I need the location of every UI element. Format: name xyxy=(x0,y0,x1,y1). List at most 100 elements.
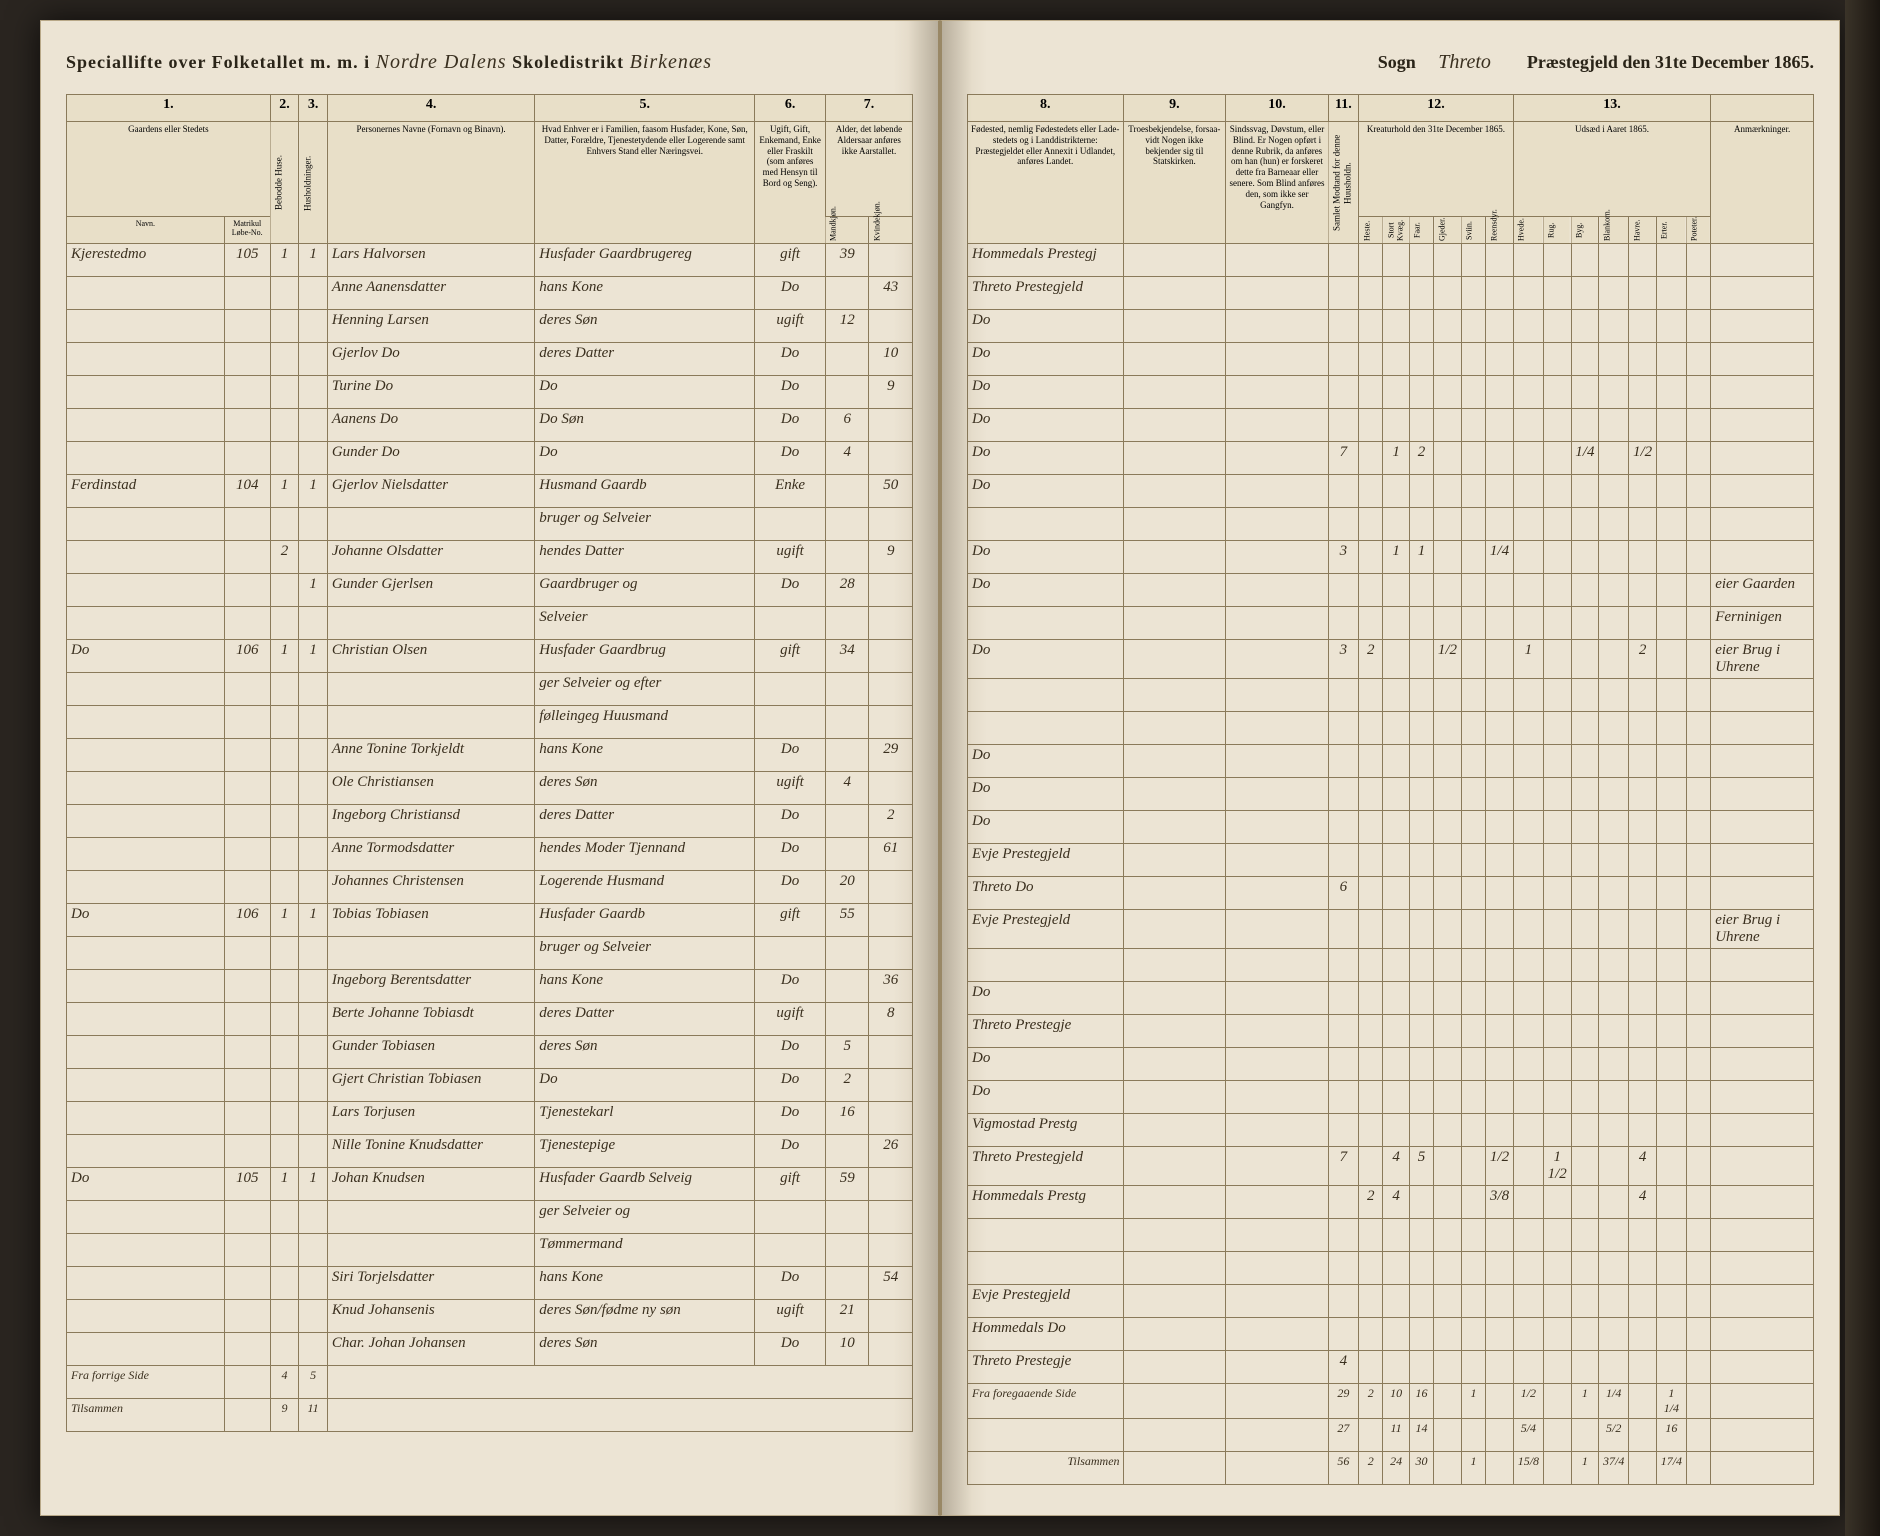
col-3: 3. xyxy=(299,95,328,122)
table-row: Do10611Tobias TobiasenHusfader Gaardbgif… xyxy=(67,904,913,937)
table-row: ger Selveier og xyxy=(67,1201,913,1234)
head-8: Fødested, nemlig Fødestedets eller Lade-… xyxy=(968,122,1124,244)
tot-prev-1: 5 xyxy=(299,1366,328,1399)
table-row: Threto Prestegjeld7451/21 1/24 xyxy=(968,1147,1814,1186)
table-row: Kjerestedmo10511Lars HalvorsenHusfader G… xyxy=(67,244,913,277)
table-row: Do10511Johan KnudsenHusfader Gaardb Selv… xyxy=(67,1168,913,1201)
header-right: Sogn Threto Præstegjeld den 31te Decembe… xyxy=(967,51,1814,74)
book-binding xyxy=(1845,0,1880,1536)
col-11: 11. xyxy=(1328,95,1358,122)
table-row: Hommedals Prestg243/84 xyxy=(968,1186,1814,1219)
table-row: bruger og Selveier xyxy=(67,937,913,970)
h12a: Heste. xyxy=(1359,217,1383,244)
head-11: Samlet Modtand for denne Huusholdn. xyxy=(1328,122,1358,244)
table-row: Lars TorjusenTjenestekarlDo16 xyxy=(67,1102,913,1135)
table-row: Gunder DoDoDo4 xyxy=(67,442,913,475)
table-row: Tømmermand xyxy=(67,1234,913,1267)
tot-r-label2: Tilsammen xyxy=(968,1452,1124,1485)
head-10: Sindssvag, Døvstum, eller Blind. Er Noge… xyxy=(1226,122,1329,244)
table-row: Evje Prestegjeldeier Brug i Uhrene xyxy=(968,910,1814,949)
table-row: 1Gunder GjerlsenGaardbruger ogDo28 xyxy=(67,574,913,607)
head-1a: Navn. xyxy=(67,217,225,244)
header-district: Nordre Dalens xyxy=(376,51,507,73)
h13d: Blankorn. xyxy=(1599,217,1629,244)
header-print-1: Speciallifte over Folketallet m. m. i xyxy=(66,52,370,72)
table-row: Do xyxy=(968,1048,1814,1081)
table-row: Do7121/41/2 xyxy=(968,442,1814,475)
head-12: Kreaturhold den 31te December 1865. xyxy=(1359,122,1514,217)
tot-prev-0: 4 xyxy=(270,1366,299,1399)
table-row: Do xyxy=(968,745,1814,778)
table-row: Aanens DoDo SønDo6 xyxy=(67,409,913,442)
table-row: Threto Prestegjeld xyxy=(968,277,1814,310)
table-row: Nille Tonine KnudsdatterTjenestepigeDo26 xyxy=(67,1135,913,1168)
table-row xyxy=(968,679,1814,712)
table-row: Evje Prestegjeld xyxy=(968,844,1814,877)
table-row: Siri Torjelsdatterhans KoneDo54 xyxy=(67,1267,913,1300)
table-row: følleingeg Huusmand xyxy=(67,706,913,739)
head-1b: Matrikul Løbe-No. xyxy=(224,217,270,244)
table-row: Do xyxy=(968,982,1814,1015)
head-3: Husholdninger. xyxy=(299,122,328,244)
table-row: Ingeborg Berentsdatterhans KoneDo36 xyxy=(67,970,913,1003)
table-row: Char. Johan Johansenderes SønDo10 xyxy=(67,1333,913,1366)
table-row: Hommedals Prestegj xyxy=(968,244,1814,277)
head-13: Udsæd i Aaret 1865. xyxy=(1513,122,1710,217)
table-row xyxy=(968,1219,1814,1252)
table-row: Do xyxy=(968,310,1814,343)
table-row xyxy=(968,949,1814,982)
col-7: 7. xyxy=(825,95,912,122)
h13e: Havre. xyxy=(1629,217,1657,244)
table-row: Do321/212eier Brug i Uhrene xyxy=(968,640,1814,679)
table-row: Do xyxy=(968,343,1814,376)
header-parish2: Threto xyxy=(1438,51,1491,73)
table-row: Ole Christiansenderes Sønugift4 xyxy=(67,772,913,805)
table-row: Knud Johansenisderes Søn/fødme ny sønugi… xyxy=(67,1300,913,1333)
head-7a: Mandkjøn. xyxy=(825,217,868,244)
table-row: Do xyxy=(968,811,1814,844)
col-1: 1. xyxy=(67,95,271,122)
table-row: Do xyxy=(968,1081,1814,1114)
right-page: Sogn Threto Præstegjeld den 31te Decembe… xyxy=(940,20,1840,1516)
table-row: Gjerlov Doderes DatterDo10 xyxy=(67,343,913,376)
header-date: Præstegjeld den 31te December 1865. xyxy=(1527,52,1814,72)
header-print-2: Skoledistrikt xyxy=(512,52,624,72)
col-9: 9. xyxy=(1123,95,1226,122)
col-5: 5. xyxy=(535,95,755,122)
table-row: Do xyxy=(968,475,1814,508)
table-row: Ingeborg Christiansdderes DatterDo2 xyxy=(67,805,913,838)
table-row: Gunder Tobiasenderes SønDo5 xyxy=(67,1036,913,1069)
table-row: 2Johanne Olsdatterhendes Datterugift9 xyxy=(67,541,913,574)
h13b: Rug. xyxy=(1543,217,1571,244)
table-row xyxy=(968,508,1814,541)
h12f: Reensdyr. xyxy=(1486,217,1514,244)
head-14: Anmærkninger. xyxy=(1711,122,1814,244)
col-6: 6. xyxy=(755,95,826,122)
h13c: Byg. xyxy=(1571,217,1599,244)
h13a: Hvede. xyxy=(1513,217,1543,244)
table-row: Ferninigen xyxy=(968,607,1814,640)
col-8: 8. xyxy=(968,95,1124,122)
col-2: 2. xyxy=(270,95,299,122)
col-4: 4. xyxy=(327,95,534,122)
head-7b: Kvindekjøn. xyxy=(869,217,913,244)
header-sogn: Sogn xyxy=(1378,52,1416,72)
table-row: Henning Larsenderes Sønugift12 xyxy=(67,310,913,343)
table-row: Berte Johanne Tobiasdtderes Datterugift8 xyxy=(67,1003,913,1036)
table-row: Threto Prestegje xyxy=(968,1015,1814,1048)
head-7: Alder, det løbende Aldersaar anføres ikk… xyxy=(825,122,912,217)
totals-sum-label: Tilsammen xyxy=(67,1399,225,1432)
tot-sum-1: 11 xyxy=(299,1399,328,1432)
head-6: Ugift, Gift, Enkemand, Enke eller Fraski… xyxy=(755,122,826,244)
table-row: Threto Do6 xyxy=(968,877,1814,910)
table-row: Ferdinstad10411Gjerlov NielsdatterHusman… xyxy=(67,475,913,508)
h13g: Poteter. xyxy=(1686,217,1710,244)
table-row: Hommedals Do xyxy=(968,1318,1814,1351)
table-row: Doeier Gaarden xyxy=(968,574,1814,607)
table-row: Do xyxy=(968,409,1814,442)
head-2: Bebodde Huse. xyxy=(270,122,299,244)
h13f: Erter. xyxy=(1656,217,1686,244)
table-row: ger Selveier og efter xyxy=(67,673,913,706)
table-row xyxy=(968,1252,1814,1285)
head-4: Personernes Navne (Fornavn og Binavn). xyxy=(327,122,534,244)
